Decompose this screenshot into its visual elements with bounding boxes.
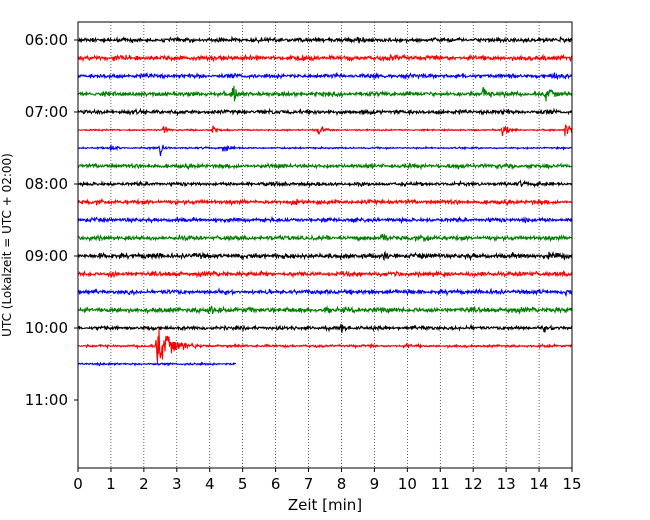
trace-0745 bbox=[77, 161, 573, 171]
y-tick-label: 10:00 bbox=[25, 319, 68, 337]
trace-0830 bbox=[77, 215, 573, 225]
trace-0630 bbox=[77, 71, 573, 81]
x-tick-label: 10 bbox=[398, 475, 417, 493]
x-axis-label: Zeit [min] bbox=[288, 496, 362, 514]
trace-0845 bbox=[77, 233, 572, 243]
x-axis-ticks: 0 1 2 3 4 5 6 7 8 9 10 11 12 13 14 15 bbox=[73, 468, 582, 493]
x-tick-label: 1 bbox=[106, 475, 116, 493]
y-axis-label: UTC (Lokalzeit = UTC + 02:00) bbox=[0, 153, 14, 337]
x-tick-label: 15 bbox=[562, 475, 581, 493]
y-tick-label: 06:00 bbox=[25, 31, 68, 49]
trace-1015 bbox=[77, 329, 573, 363]
trace-0915 bbox=[77, 269, 573, 279]
trace-1030 bbox=[78, 361, 237, 367]
y-tick-label: 11:00 bbox=[25, 391, 68, 409]
trace-0930 bbox=[77, 287, 573, 298]
trace-0715 bbox=[77, 124, 573, 137]
trace-1000 bbox=[77, 323, 573, 333]
x-tick-label: 4 bbox=[205, 475, 215, 493]
grid-lines bbox=[110, 22, 540, 468]
trace-0800 bbox=[77, 179, 573, 189]
trace-0700 bbox=[77, 107, 573, 117]
x-tick-label: 5 bbox=[238, 475, 248, 493]
trace-0900 bbox=[77, 250, 573, 262]
seismic-traces bbox=[77, 35, 573, 367]
trace-0815 bbox=[77, 197, 573, 207]
trace-0645 bbox=[77, 85, 573, 102]
x-tick-label: 12 bbox=[464, 475, 483, 493]
trace-0615 bbox=[77, 53, 573, 63]
trace-0600 bbox=[77, 35, 573, 44]
y-tick-label: 07:00 bbox=[25, 103, 68, 121]
x-tick-label: 8 bbox=[337, 475, 347, 493]
trace-0945 bbox=[77, 305, 573, 315]
x-tick-label: 3 bbox=[172, 475, 182, 493]
y-axis-ticks: 06:00 07:00 08:00 09:00 10:00 11:00 bbox=[25, 31, 78, 409]
x-tick-label: 7 bbox=[304, 475, 314, 493]
x-tick-label: 2 bbox=[139, 475, 149, 493]
trace-0730 bbox=[77, 144, 573, 157]
y-tick-label: 09:00 bbox=[25, 247, 68, 265]
x-tick-label: 13 bbox=[497, 475, 516, 493]
y-tick-label: 08:00 bbox=[25, 175, 68, 193]
plot-frame bbox=[77, 21, 573, 469]
x-tick-label: 6 bbox=[271, 475, 281, 493]
x-tick-label: 0 bbox=[73, 475, 83, 493]
x-tick-label: 9 bbox=[370, 475, 380, 493]
x-tick-label: 14 bbox=[530, 475, 549, 493]
x-tick-label: 11 bbox=[431, 475, 450, 493]
